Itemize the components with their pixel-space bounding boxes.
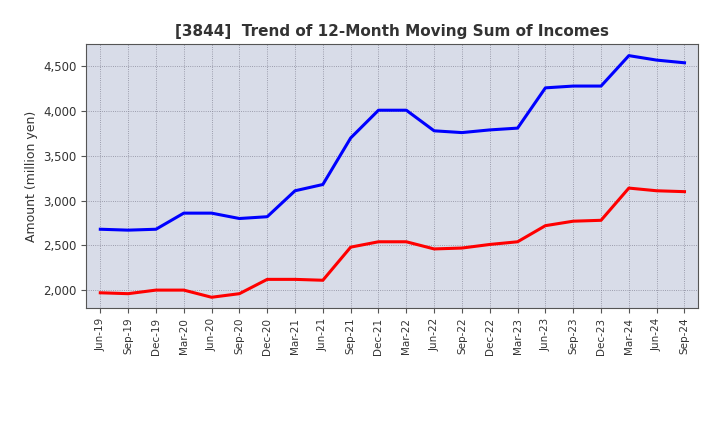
- Net Income: [485, 242, 494, 247]
- Ordinary Income: [513, 125, 522, 131]
- Ordinary Income: [624, 53, 633, 58]
- Ordinary Income: [374, 108, 383, 113]
- Net Income: [124, 291, 132, 296]
- Line: Net Income: Net Income: [100, 188, 685, 297]
- Net Income: [569, 219, 577, 224]
- Net Income: [458, 246, 467, 251]
- Net Income: [346, 245, 355, 250]
- Y-axis label: Amount (million yen): Amount (million yen): [24, 110, 37, 242]
- Ordinary Income: [680, 60, 689, 66]
- Net Income: [624, 185, 633, 191]
- Net Income: [263, 277, 271, 282]
- Ordinary Income: [235, 216, 243, 221]
- Title: [3844]  Trend of 12-Month Moving Sum of Incomes: [3844] Trend of 12-Month Moving Sum of I…: [176, 24, 609, 39]
- Net Income: [374, 239, 383, 244]
- Ordinary Income: [318, 182, 327, 187]
- Ordinary Income: [541, 85, 550, 91]
- Net Income: [652, 188, 661, 194]
- Ordinary Income: [96, 227, 104, 232]
- Ordinary Income: [458, 130, 467, 135]
- Ordinary Income: [124, 227, 132, 233]
- Net Income: [152, 287, 161, 293]
- Net Income: [402, 239, 410, 244]
- Net Income: [541, 223, 550, 228]
- Net Income: [96, 290, 104, 295]
- Ordinary Income: [291, 188, 300, 194]
- Ordinary Income: [652, 58, 661, 63]
- Net Income: [235, 291, 243, 296]
- Net Income: [597, 218, 606, 223]
- Line: Ordinary Income: Ordinary Income: [100, 55, 685, 230]
- Ordinary Income: [485, 127, 494, 132]
- Ordinary Income: [179, 210, 188, 216]
- Ordinary Income: [152, 227, 161, 232]
- Ordinary Income: [569, 84, 577, 89]
- Net Income: [318, 278, 327, 283]
- Net Income: [680, 189, 689, 194]
- Net Income: [207, 295, 216, 300]
- Ordinary Income: [207, 210, 216, 216]
- Net Income: [179, 287, 188, 293]
- Ordinary Income: [597, 84, 606, 89]
- Ordinary Income: [402, 108, 410, 113]
- Net Income: [513, 239, 522, 244]
- Ordinary Income: [346, 136, 355, 141]
- Net Income: [430, 246, 438, 252]
- Ordinary Income: [430, 128, 438, 133]
- Ordinary Income: [263, 214, 271, 220]
- Net Income: [291, 277, 300, 282]
